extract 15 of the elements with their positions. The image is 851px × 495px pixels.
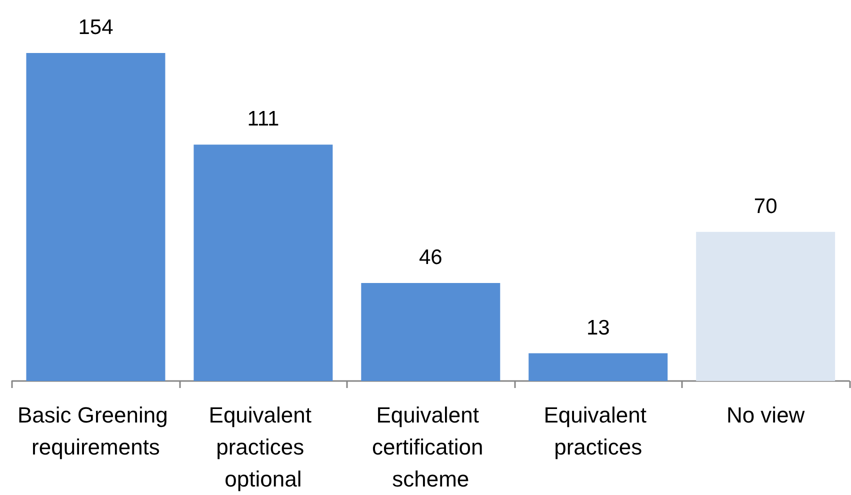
x-tick-label: Basic Greening requirements bbox=[17, 402, 174, 460]
data-label: 13 bbox=[586, 316, 610, 340]
bar bbox=[696, 232, 836, 381]
data-label: 46 bbox=[418, 246, 442, 270]
bar bbox=[194, 144, 333, 381]
data-label: 70 bbox=[754, 194, 778, 218]
x-tick-label: No view bbox=[726, 402, 805, 428]
data-label: 154 bbox=[78, 16, 114, 39]
bar bbox=[528, 353, 668, 381]
x-tick-label: Equivalent practices bbox=[544, 402, 653, 460]
bar bbox=[361, 283, 500, 381]
data-label: 111 bbox=[247, 108, 280, 131]
x-tick-label: Equivalent practices optional bbox=[208, 402, 318, 492]
x-tick-label: Equivalent certification scheme bbox=[372, 402, 490, 492]
bar bbox=[26, 53, 166, 381]
